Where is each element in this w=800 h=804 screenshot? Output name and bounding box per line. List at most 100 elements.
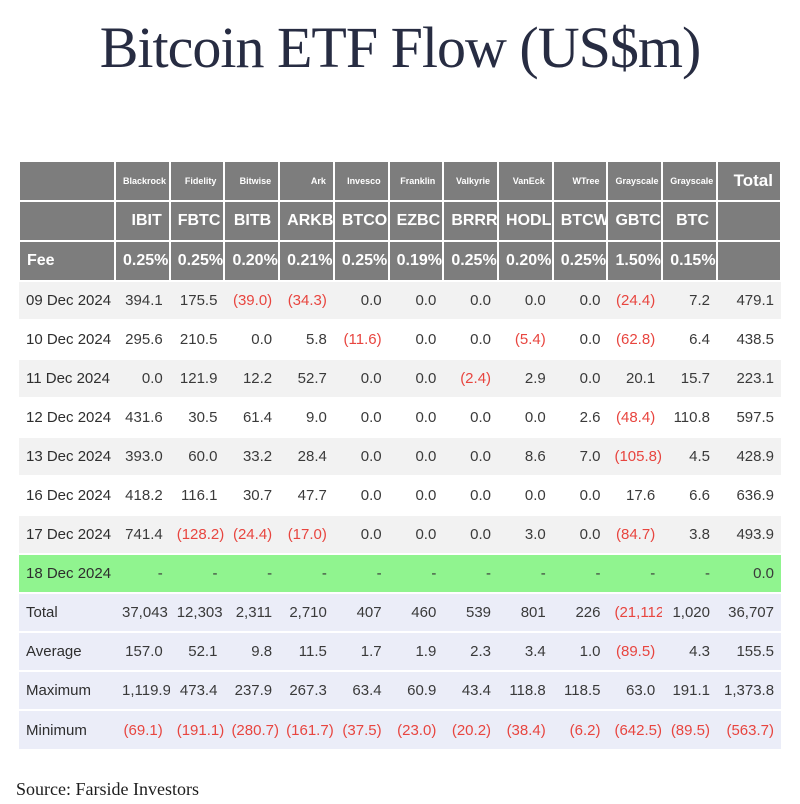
cell-value: 0.0 (552, 358, 608, 398)
cell-value: - (552, 553, 608, 593)
page-title: Bitcoin ETF Flow (US$m) (99, 15, 702, 80)
row-label: 18 Dec 2024 (19, 553, 115, 593)
ticker-header: IBIT (114, 200, 171, 242)
cell-value: 110.8 (662, 397, 717, 437)
cell-value: 741.4 (115, 514, 170, 554)
row-total: (563.7) (717, 709, 781, 749)
row-total: 155.5 (717, 631, 781, 671)
issuer-header: Valkyrie (442, 160, 500, 202)
ticker-header: BTCO (332, 200, 390, 242)
cell-value: 17.6 (607, 475, 663, 515)
cell-value: (89.5) (662, 709, 717, 749)
cell-value: (191.1) (169, 709, 225, 749)
summary-row: Total 37,043 12,303 2,311 2,710 407 460 539 801 2… (19, 592, 781, 632)
cell-value: 15.7 (662, 358, 717, 398)
cell-value: 0.0 (333, 397, 389, 437)
date-row: 17 Dec 2024 741.4 (128.2) (24.4) (17.0) 0.0 0.… (19, 514, 781, 554)
ticker-header: BTC (661, 200, 718, 242)
cell-value: 267.3 (279, 670, 334, 710)
row-label: 09 Dec 2024 (19, 280, 115, 320)
cell-value: 801 (498, 592, 553, 632)
cell-value: - (388, 553, 444, 593)
cell-value: 0.0 (388, 514, 444, 554)
cell-value: (11.6) (333, 319, 389, 359)
cell-value: (21,112) (607, 592, 663, 632)
cell-value: 0.0 (388, 436, 444, 476)
cell-value: 37,043 (115, 592, 170, 632)
cell-value: 12.2 (224, 358, 280, 398)
cell-value: 7.2 (662, 280, 717, 320)
row-label: 12 Dec 2024 (19, 397, 115, 437)
fee-value: 0.25% (114, 240, 171, 282)
corner-cell (18, 200, 116, 242)
cell-value: 0.0 (552, 514, 608, 554)
cell-value: (105.8) (607, 436, 663, 476)
date-row: 12 Dec 2024 431.6 30.5 61.4 9.0 0.0 0.0 0.0 0.0 2… (19, 397, 781, 437)
date-row: 13 Dec 2024 393.0 60.0 33.2 28.4 0.0 0.0 0.0 8.6… (19, 436, 781, 476)
cell-value: 0.0 (388, 475, 444, 515)
cell-value: - (169, 553, 225, 593)
cell-value: 0.0 (388, 280, 444, 320)
fee-value: 0.20% (223, 240, 281, 282)
cell-value: 473.4 (169, 670, 225, 710)
fee-value: 1.50% (606, 240, 664, 282)
ticker-header: BRRR (442, 200, 500, 242)
fee-value: 0.25% (168, 240, 226, 282)
cell-value: - (662, 553, 717, 593)
row-label: 10 Dec 2024 (19, 319, 115, 359)
fee-row-label: Fee (18, 240, 116, 282)
fee-value: 0.15% (661, 240, 718, 282)
total-column-spacer (716, 240, 782, 282)
cell-value: 157.0 (115, 631, 170, 671)
cell-value: 0.0 (498, 280, 553, 320)
issuer-header: Ark (278, 160, 335, 202)
cell-value: 52.7 (279, 358, 334, 398)
cell-value: (24.4) (224, 514, 280, 554)
fee-value: 0.25% (332, 240, 390, 282)
cell-value: 407 (333, 592, 389, 632)
cell-value: (280.7) (224, 709, 280, 749)
row-label: 16 Dec 2024 (19, 475, 115, 515)
cell-value: 11.5 (279, 631, 334, 671)
fee-value: 0.21% (278, 240, 335, 282)
cell-value: (69.1) (115, 709, 170, 749)
issuer-header: Bitwise (223, 160, 281, 202)
total-column-header: Total (716, 160, 782, 202)
cell-value: 0.0 (224, 319, 280, 359)
cell-value: 0.0 (552, 319, 608, 359)
row-label: 17 Dec 2024 (19, 514, 115, 554)
cell-value: 2.6 (552, 397, 608, 437)
ticker-header: ARKB (278, 200, 335, 242)
cell-value: (48.4) (607, 397, 663, 437)
cell-value: 210.5 (169, 319, 225, 359)
date-row: 11 Dec 2024 0.0 121.9 12.2 52.7 0.0 0.0 (2.4) 2.… (19, 358, 781, 398)
cell-value: 43.4 (443, 670, 499, 710)
cell-value: (38.4) (498, 709, 553, 749)
row-label: Minimum (19, 709, 115, 749)
ticker-header: GBTC (606, 200, 664, 242)
issuer-header: Franklin (387, 160, 445, 202)
row-label: Maximum (19, 670, 115, 710)
cell-value: 60.0 (169, 436, 225, 476)
cell-value: 116.1 (169, 475, 225, 515)
issuer-header: VanEck (497, 160, 554, 202)
row-label: Total (19, 592, 115, 632)
table-header: Blackrock Fidelity Bitwise Ark Invesco Frankl… (18, 160, 782, 282)
ticker-header: BITB (223, 200, 281, 242)
ticker-header: BTCW (551, 200, 609, 242)
summary-row: Average 157.0 52.1 9.8 11.5 1.7 1.9 2.3 3.4 1.0 (8… (19, 631, 781, 671)
row-total: 597.5 (717, 397, 781, 437)
row-total: 0.0 (717, 553, 781, 593)
cell-value: 9.0 (279, 397, 334, 437)
cell-value: 418.2 (115, 475, 170, 515)
cell-value: 118.5 (552, 670, 608, 710)
cell-value: 0.0 (443, 475, 499, 515)
row-total: 438.5 (717, 319, 781, 359)
row-total: 636.9 (717, 475, 781, 515)
cell-value: (62.8) (607, 319, 663, 359)
fee-value: 0.25% (442, 240, 500, 282)
cell-value: 237.9 (224, 670, 280, 710)
cell-value: (5.4) (498, 319, 553, 359)
cell-value: 0.0 (552, 280, 608, 320)
cell-value: 460 (388, 592, 444, 632)
